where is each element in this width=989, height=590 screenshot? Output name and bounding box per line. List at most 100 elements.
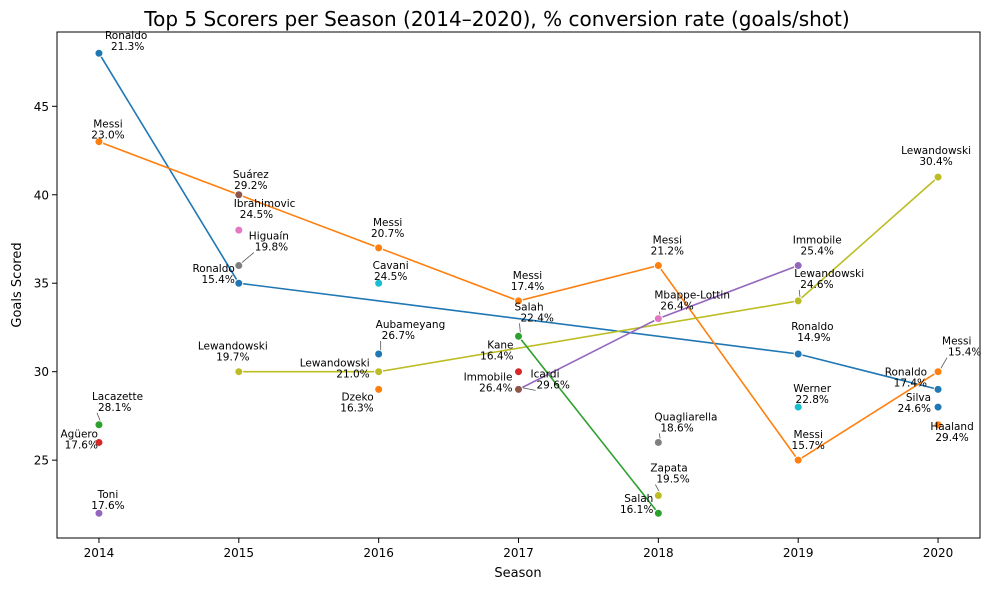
x-tick-label: 2020 xyxy=(923,546,954,560)
annotation-rate: 16.1% xyxy=(620,504,653,516)
data-point xyxy=(374,367,384,377)
annotation-rate: 20.7% xyxy=(371,228,404,240)
x-tick-label: 2017 xyxy=(503,546,534,560)
annotation-player: Ronaldo xyxy=(105,30,147,42)
data-point xyxy=(653,314,663,324)
series-line xyxy=(518,264,799,391)
data-point xyxy=(514,296,523,306)
annotation-player: Cavani xyxy=(373,260,409,272)
data-point xyxy=(514,331,523,341)
annotation-player: Higuaín xyxy=(249,231,289,243)
annotation-rate: 25.4% xyxy=(801,246,834,258)
data-point xyxy=(94,437,104,447)
annotation-player: Ronaldo xyxy=(791,321,833,333)
data-point xyxy=(94,137,104,147)
data-point xyxy=(234,367,244,377)
annotation-rate: 17.4% xyxy=(511,281,544,293)
annotation-rate: 19.8% xyxy=(255,242,288,254)
data-point xyxy=(793,261,803,271)
annotation-rate: 22.8% xyxy=(796,394,829,406)
annotation-rate: 15.4% xyxy=(948,347,981,359)
annotation-rate: 15.4% xyxy=(201,274,234,286)
data-point xyxy=(933,402,943,412)
annotation-rate: 15.7% xyxy=(792,440,825,452)
annotation-rate: 19.5% xyxy=(656,474,689,486)
annotation-rate: 19.7% xyxy=(216,352,249,364)
data-point xyxy=(234,261,244,271)
annotation-player: Kane xyxy=(487,340,513,352)
data-point xyxy=(933,172,943,182)
x-tick-label: 2016 xyxy=(363,546,394,560)
annotation-player: Dzeko xyxy=(341,391,373,403)
series-line xyxy=(517,335,659,514)
y-tick-label: 35 xyxy=(34,277,49,291)
plot-frame xyxy=(56,31,981,539)
annotation-rate: 18.6% xyxy=(660,422,693,434)
annotation-rate: 24.5% xyxy=(240,209,273,221)
y-tick-label: 25 xyxy=(34,454,49,468)
annotation-rate: 17.6% xyxy=(91,500,124,512)
annotation-leader xyxy=(520,386,536,391)
data-point xyxy=(793,296,803,306)
annotation-player: Suárez xyxy=(233,169,269,181)
y-tick-label: 40 xyxy=(34,188,49,202)
annotation-rate: 16.4% xyxy=(480,351,513,363)
annotations: Ronaldo21.3%Messi23.0%Lacazette28.1%Agüe… xyxy=(60,30,981,516)
x-tick-label: 2014 xyxy=(84,546,115,560)
data-point xyxy=(933,367,943,377)
chart-title: Top 5 Scorers per Season (2014–2020), % … xyxy=(143,7,849,31)
annotation-rate: 17.6% xyxy=(65,439,98,451)
annotation-player: Silva xyxy=(906,392,931,404)
x-axis-label: Season xyxy=(494,566,541,581)
annotation-rate: 21.2% xyxy=(651,246,684,258)
data-point xyxy=(793,455,803,465)
data-point xyxy=(94,48,104,58)
x-tick-label: 2019 xyxy=(783,546,814,560)
annotation-rate: 23.0% xyxy=(91,130,124,142)
annotation-player: Haaland xyxy=(930,421,973,433)
annotation-player: Icardi xyxy=(531,368,560,380)
data-point xyxy=(514,384,523,394)
annotation-rate: 26.4% xyxy=(660,301,693,313)
annotation-player: Zapata xyxy=(650,463,687,475)
annotation-player: Lacazette xyxy=(92,391,143,403)
annotation-leader xyxy=(939,357,948,370)
annotation-player: Agüero xyxy=(60,428,97,440)
annotation-rate: 29.2% xyxy=(234,180,267,192)
data-point xyxy=(514,367,523,377)
axes: 2014 2015 2016 2017 2018 2019 2020 25 30 35 40 45 xyxy=(34,100,954,560)
annotation-rate: 21.3% xyxy=(111,41,144,53)
data-point xyxy=(234,278,244,288)
annotation-rate: 14.9% xyxy=(797,332,830,344)
y-tick-label: 45 xyxy=(34,100,49,114)
annotation-player: Immobile xyxy=(464,371,513,383)
y-axis-label: Goals Scored xyxy=(10,242,25,327)
annotation-player: Ronaldo xyxy=(885,366,927,378)
data-point xyxy=(653,261,663,271)
data-point xyxy=(933,420,943,430)
annotation-rate: 24.6% xyxy=(898,403,931,415)
x-tick-label: 2015 xyxy=(224,546,255,560)
data-point xyxy=(374,384,384,394)
annotation-rate: 16.3% xyxy=(340,402,373,414)
annotation-player: Messi xyxy=(513,270,542,282)
annotation-player: Lewandowski xyxy=(901,145,971,157)
annotation-player: Lewandowski xyxy=(794,268,864,280)
series-line xyxy=(238,176,939,373)
data-point xyxy=(94,508,104,518)
annotation-player: Lewandowski xyxy=(198,341,268,353)
annotation-player: Immobile xyxy=(793,235,842,247)
annotation-player: Quagliarella xyxy=(654,411,717,423)
annotation-leader xyxy=(240,252,255,264)
annotation-player: Messi xyxy=(794,429,823,441)
data-point xyxy=(374,349,384,359)
data-point xyxy=(94,420,104,430)
data-point xyxy=(653,508,663,518)
data-point xyxy=(374,243,384,253)
annotation-player: Messi xyxy=(653,235,682,247)
data-point xyxy=(793,402,803,412)
data-point xyxy=(374,278,384,288)
annotation-player: Messi xyxy=(942,336,971,348)
annotation-player: Ibrahimovic xyxy=(234,198,296,210)
